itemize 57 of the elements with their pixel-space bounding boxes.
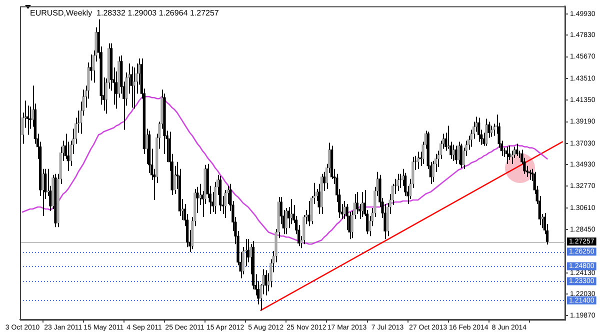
candlestick [457,141,460,164]
candlestick [114,71,118,110]
candlestick [206,163,209,198]
candlestick [211,191,214,213]
candlestick [384,203,386,240]
candlestick [69,140,72,166]
candlestick [386,202,389,237]
candlestick [396,173,400,192]
candlestick [432,160,435,182]
candlestick [54,173,57,228]
chart-title: EURUSD,Weekly 1.28332 1.29003 1.26964 1.27257 [30,8,220,18]
candlestick [262,268,265,295]
candlestick [391,183,394,206]
candlestick [490,125,493,138]
candlestick [460,143,462,168]
candlestick [439,140,442,160]
candlestick [224,189,227,219]
candlestick [252,240,255,290]
candlestick [320,173,323,215]
candlestick [462,147,465,170]
candlestick [130,66,133,108]
candlestick [90,54,92,82]
candlestick [163,93,166,154]
candlestick [404,172,407,196]
candlestick [64,133,67,160]
candlestick [132,67,136,110]
candlestick [318,183,320,215]
candlestick [264,270,268,296]
candlestick [343,200,346,220]
candlestick [477,117,480,142]
candlestick [523,157,526,174]
candlestick [218,175,222,212]
candlestick [356,191,358,215]
candlestick [196,186,199,214]
candlestick [280,196,282,225]
candlestick [358,203,362,220]
candlestick [308,200,310,227]
candlestick [416,151,420,170]
candlestick [214,181,217,215]
candlestick [270,258,272,288]
candlestick [310,195,313,225]
candlestick [454,145,458,164]
candlestick [173,165,176,194]
candlestick [360,191,364,218]
candlestick [226,185,230,204]
candlestick [488,121,490,138]
candlestick [322,171,326,192]
candlestick [492,123,496,136]
candlestick [346,203,348,231]
candlestick [110,42,113,92]
candlestick [302,214,306,245]
candlestick [148,130,151,174]
candlestick [470,129,473,148]
candlestick [368,216,372,237]
candlestick [485,118,488,146]
candlestick [290,198,293,225]
candlestick [284,208,288,235]
